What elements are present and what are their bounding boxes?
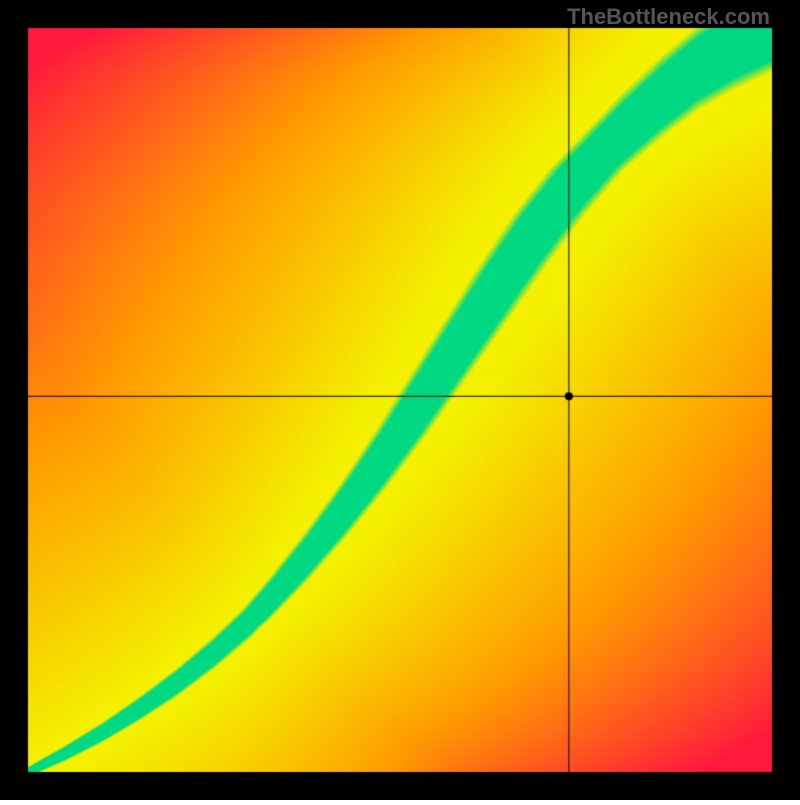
watermark-text: TheBottleneck.com	[567, 4, 770, 30]
heatmap-canvas	[0, 0, 800, 800]
bottleneck-heatmap	[0, 0, 800, 800]
